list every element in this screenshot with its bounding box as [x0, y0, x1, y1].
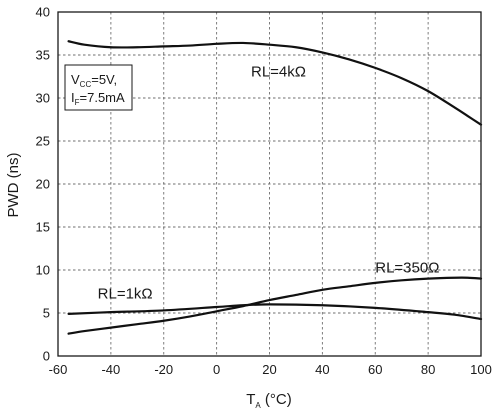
- x-tick-label: 60: [368, 362, 382, 377]
- series-line-rl-4kohm: [67, 40, 483, 126]
- y-axis-title: PWD (ns): [5, 153, 22, 218]
- y-tick-label: 30: [36, 91, 50, 106]
- condition-vcc: VCC=5V,: [71, 72, 117, 89]
- series-group: [67, 40, 483, 335]
- series-line-rl-1kohm: [67, 303, 483, 321]
- x-tick-label: 0: [213, 362, 220, 377]
- x-tick-label: -60: [49, 362, 68, 377]
- y-tick-label: 15: [36, 220, 50, 235]
- y-tick-label: 25: [36, 134, 50, 149]
- series-annotation: RL=4kΩ: [251, 64, 306, 81]
- x-tick-label: -20: [154, 362, 173, 377]
- series-line-rl-350ohm: [67, 276, 483, 335]
- condition-if: IF=7.5mA: [71, 90, 125, 107]
- y-tick-label: 10: [36, 263, 50, 278]
- conditions-frame: [64, 64, 133, 111]
- x-tick-label: 20: [262, 362, 276, 377]
- series-annotation: RL=1kΩ: [98, 285, 153, 302]
- series-annotations: RL=4kΩ RL=350Ω RL=1kΩ: [98, 64, 440, 303]
- x-tick-label: 40: [315, 362, 329, 377]
- x-axis-title: TA (°C): [246, 391, 292, 410]
- grid: [58, 12, 481, 356]
- y-tick-label: 35: [36, 48, 50, 63]
- plot-frame: [57, 11, 482, 357]
- series-annotation: RL=350Ω: [375, 260, 439, 277]
- y-tick-label: 20: [36, 177, 50, 192]
- x-tick-label: -40: [101, 362, 120, 377]
- x-tick-label: 100: [470, 362, 492, 377]
- x-tick-label: 80: [421, 362, 435, 377]
- y-tick-label: 0: [43, 349, 50, 364]
- y-tick-label: 5: [43, 306, 50, 321]
- conditions-box: VCC=5V, IF=7.5mA: [64, 64, 133, 111]
- tick-labels: -60 -40 -20 0 20 40 60 80 100 0 5 10 15 20 25 30 35 40: [36, 5, 492, 378]
- y-tick-label: 40: [36, 5, 50, 20]
